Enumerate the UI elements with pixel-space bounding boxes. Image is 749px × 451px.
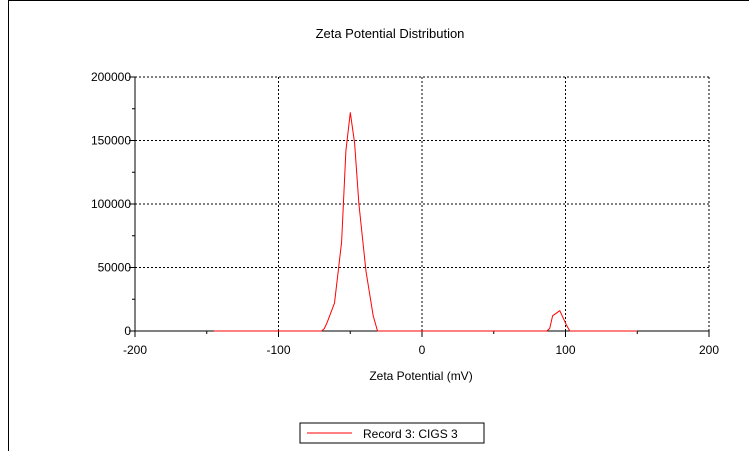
- series-line: [213, 112, 638, 332]
- x-tick-label: 0: [419, 343, 426, 357]
- chart-frame: [8, 0, 749, 451]
- y-tick-label: 50000: [98, 261, 132, 275]
- x-axis-label: Zeta Potential (mV): [369, 369, 472, 383]
- legend: Record 3: CIGS 3: [299, 422, 485, 444]
- legend-label: Record 3: CIGS 3: [363, 427, 458, 441]
- series-layer: [213, 112, 638, 332]
- x-tick-label: 200: [699, 343, 719, 357]
- grid-lines: [135, 76, 710, 331]
- x-tick-label: -200: [123, 343, 147, 357]
- y-tick-label: 100000: [91, 197, 131, 211]
- y-tick-label: 200000: [91, 70, 131, 84]
- y-tick-label: 0: [124, 324, 131, 338]
- x-tick-label: 100: [555, 343, 575, 357]
- tick-labels: -200 -100 0 100 200 0 50000 100000 150000 200000: [91, 70, 719, 357]
- x-tick-label: -100: [266, 343, 290, 357]
- legend-box: [299, 422, 485, 444]
- y-tick-label: 150000: [91, 134, 131, 148]
- axes: [129, 76, 710, 337]
- chart-title: Zeta Potential Distribution: [316, 26, 465, 41]
